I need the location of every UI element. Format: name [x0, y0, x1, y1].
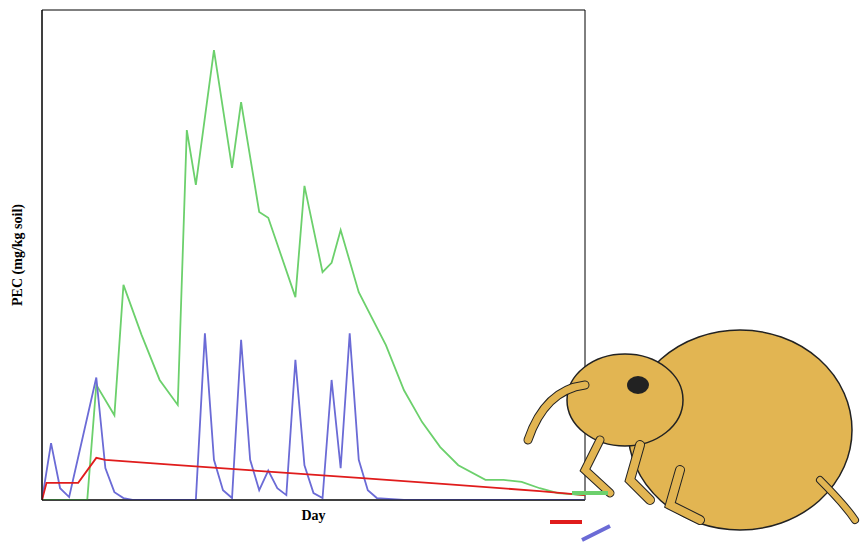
svg-text:PEC (mg/kg soil): PEC (mg/kg soil) [10, 204, 26, 306]
svg-text:Day: Day [301, 508, 325, 523]
